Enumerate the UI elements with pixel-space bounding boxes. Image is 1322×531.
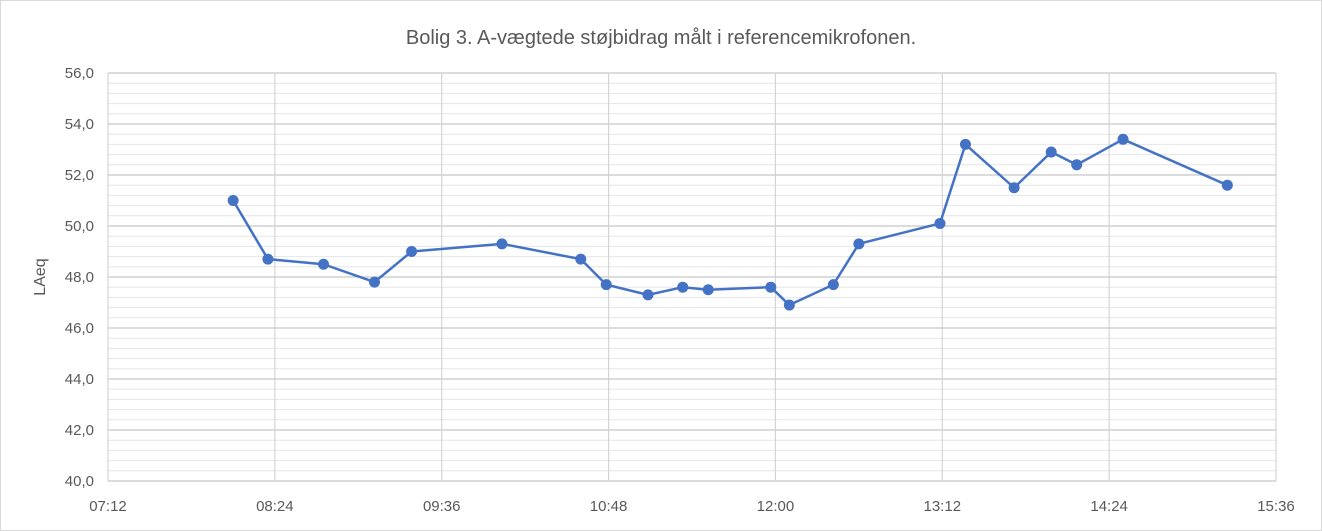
- y-tick-label: 56,0: [65, 65, 94, 82]
- data-point: [765, 281, 777, 293]
- y-tick-label: 40,0: [65, 473, 94, 490]
- data-point: [227, 195, 239, 206]
- major-gridlines: [107, 72, 1277, 482]
- chart-title: Bolig 3. A-vægtede støjbidrag målt i ref…: [405, 27, 917, 49]
- data-point: [853, 238, 865, 250]
- data-point: [677, 281, 689, 293]
- data-point: [1045, 146, 1057, 158]
- data-point: [783, 299, 795, 311]
- data-point: [406, 246, 418, 257]
- data-point: [575, 253, 587, 265]
- y-tick-label: 44,0: [65, 371, 94, 388]
- data-point: [262, 253, 274, 265]
- data-point: [1117, 133, 1129, 145]
- x-tick-label: 08:24: [256, 498, 294, 515]
- data-point: [934, 217, 946, 229]
- x-tick-label: 12:00: [757, 498, 795, 515]
- y-tick-label: 50,0: [65, 218, 94, 235]
- y-tick-label: 48,0: [65, 269, 94, 286]
- data-point: [642, 289, 654, 301]
- data-point: [959, 138, 971, 150]
- x-tick-label: 09:36: [423, 498, 461, 515]
- y-axis-label: LAeq: [32, 258, 49, 295]
- data-point: [702, 284, 714, 296]
- y-axis-ticks: 40,0 42,0 44,0 46,0 48,0 50,0 52,0 54,0 56,0: [65, 65, 94, 490]
- x-tick-label: 10:48: [590, 498, 628, 515]
- data-point: [318, 258, 330, 270]
- x-tick-label: 14:24: [1090, 498, 1128, 515]
- y-tick-label: 54,0: [65, 116, 94, 133]
- y-tick-label: 46,0: [65, 320, 94, 337]
- x-axis-ticks: 07:12 08:24 09:36 10:48 12:00 13:12 14:24 15:36: [89, 498, 1295, 515]
- series-layer: [227, 133, 1233, 311]
- x-tick-label: 15:36: [1257, 498, 1295, 515]
- data-point: [600, 279, 612, 291]
- data-point: [1008, 182, 1020, 194]
- data-point: [1071, 159, 1083, 171]
- data-point: [369, 276, 381, 288]
- y-tick-label: 42,0: [65, 422, 94, 439]
- data-point: [1221, 179, 1233, 191]
- data-point: [827, 279, 839, 291]
- x-tick-label: 07:12: [89, 498, 127, 515]
- data-point: [496, 238, 508, 250]
- series-line: [232, 138, 1228, 307]
- y-tick-label: 52,0: [65, 167, 94, 184]
- x-tick-label: 13:12: [924, 498, 962, 515]
